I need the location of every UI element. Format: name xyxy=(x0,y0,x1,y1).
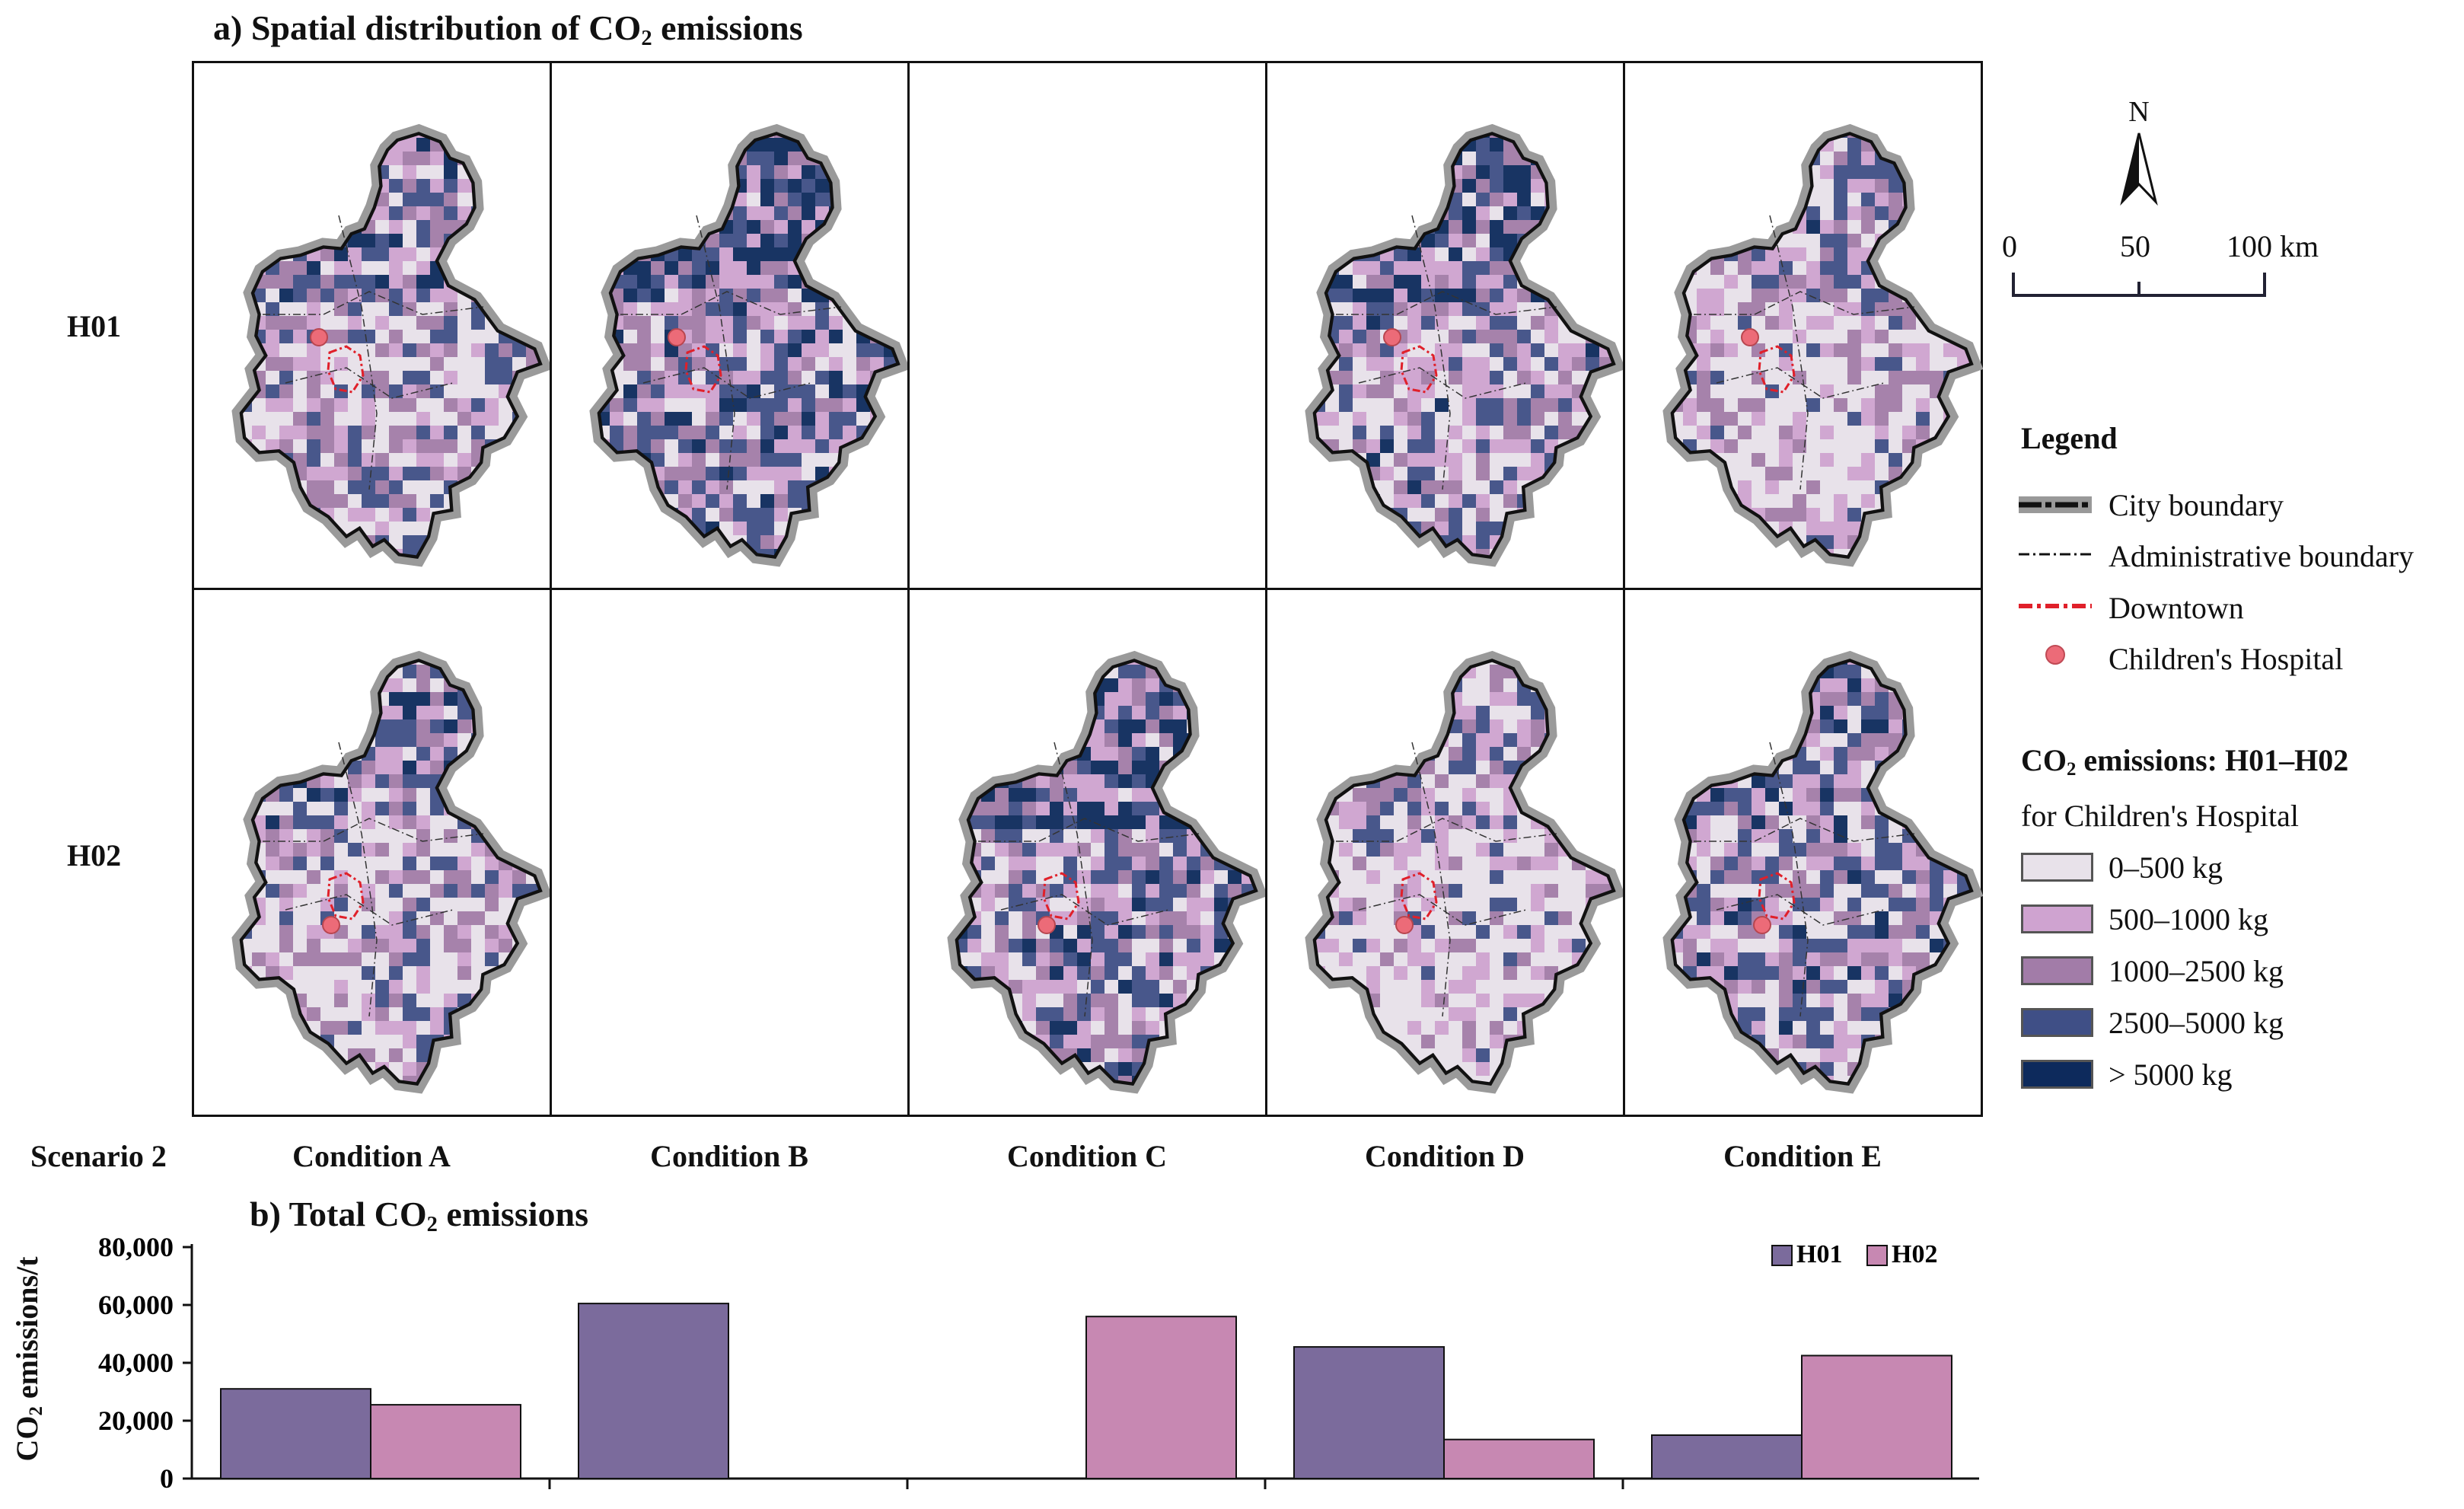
hospital-marker-icon xyxy=(2045,645,2065,665)
bar-h02-condition-e xyxy=(1801,1354,1952,1479)
emission-map xyxy=(1305,650,1626,1094)
y-tick-label: 60,000 xyxy=(98,1290,174,1320)
map-panel-h01-b xyxy=(550,61,910,590)
column-label-condition-a: Condition A xyxy=(292,1139,451,1173)
bar-h02-condition-a xyxy=(370,1404,521,1480)
y-tick-label: 20,000 xyxy=(98,1405,174,1436)
admin-boundary-symbol xyxy=(2019,553,2092,556)
y-tick-label: 80,000 xyxy=(98,1232,174,1262)
y-tick-label: 40,000 xyxy=(98,1348,174,1378)
legend-swatch-h01 xyxy=(1771,1245,1793,1266)
map-panel-h01-d xyxy=(1265,61,1626,590)
legend-label-h02: H02 xyxy=(1892,1240,1937,1268)
north-arrow-icon xyxy=(2120,132,2158,206)
legend-title: Legend xyxy=(2021,421,2118,455)
legend-class-swatch-2 xyxy=(2021,956,2093,985)
legend-class-swatch-3 xyxy=(2021,1008,2093,1037)
north-label: N xyxy=(2128,96,2150,128)
legend-classes-title: CO2 emissions: H01–H02 xyxy=(2021,743,2349,780)
map-panel-h01-a xyxy=(192,61,553,590)
bar-h01-condition-a xyxy=(220,1388,371,1479)
legend-class-3: 2500–5000 kg xyxy=(2109,1006,2284,1040)
column-label-condition-c: Condition C xyxy=(1006,1139,1168,1173)
emission-map xyxy=(1662,123,1984,567)
panel-a-title: a) Spatial distribution of CO2 emissions xyxy=(213,8,803,51)
emission-map xyxy=(1305,123,1626,567)
emission-map xyxy=(947,650,1268,1094)
legend-class-0: 0–500 kg xyxy=(2109,850,2223,885)
map-panel-h02-e xyxy=(1623,588,1984,1117)
column-label-condition-d: Condition D xyxy=(1364,1139,1525,1173)
legend-class-swatch-0 xyxy=(2021,853,2093,882)
map-panel-h01-c xyxy=(907,61,1267,590)
map-panel-h02-c xyxy=(907,588,1268,1117)
legend-class-swatch-1 xyxy=(2021,904,2093,933)
scale-tick-50: 50 xyxy=(2120,229,2150,263)
row-label-h02: H02 xyxy=(67,838,122,873)
bar-h01-condition-b xyxy=(578,1303,729,1479)
legend-class-swatch-4 xyxy=(2021,1060,2093,1089)
legend-class-2: 1000–2500 kg xyxy=(2109,954,2284,988)
scenario-label: Scenario 2 xyxy=(30,1139,167,1173)
emission-map xyxy=(1662,650,1984,1094)
y-tick-label: 0 xyxy=(160,1463,174,1494)
bar-chart: 0 20,000 40,000 60,000 80,000 H01 H02 xyxy=(98,1232,1979,1494)
legend-classes-subtitle: for Children's Hospital xyxy=(2021,799,2299,833)
bar-h02-condition-d xyxy=(1443,1438,1595,1480)
chart-title: b) Total CO2 emissions xyxy=(250,1195,588,1237)
scale-tick-0: 0 xyxy=(2002,229,2017,263)
legend-childrens-hospital: Children's Hospital xyxy=(2109,642,2344,676)
legend-city-boundary: City boundary xyxy=(2109,488,2284,522)
row-label-h01: H01 xyxy=(67,309,122,343)
map-panel-h01-e xyxy=(1623,61,1984,590)
city-boundary-symbol xyxy=(2019,496,2092,513)
column-label-condition-b: Condition B xyxy=(650,1139,808,1173)
bar-h02-condition-c xyxy=(1085,1316,1237,1479)
legend-class-1: 500–1000 kg xyxy=(2109,902,2268,936)
legend-admin-boundary: Administrative boundary xyxy=(2109,539,2415,573)
emission-map xyxy=(231,650,553,1094)
legend-downtown: Downtown xyxy=(2109,591,2244,625)
emission-map xyxy=(231,123,553,567)
map-panel-h02-d xyxy=(1265,588,1626,1117)
legend-swatch-h02 xyxy=(1866,1245,1888,1266)
map-panel-h02-b xyxy=(550,588,910,1117)
legend-label-h01: H01 xyxy=(1796,1240,1842,1268)
map-panel-h02-a xyxy=(192,588,553,1117)
column-label-condition-e: Condition E xyxy=(1723,1139,1882,1173)
scale-bar xyxy=(2012,273,2266,297)
scale-tick-100: 100 km xyxy=(2227,229,2319,263)
bar-h01-condition-d xyxy=(1293,1346,1445,1479)
downtown-symbol xyxy=(2019,604,2092,608)
legend-class-4: > 5000 kg xyxy=(2109,1058,2233,1092)
emission-map xyxy=(589,123,910,567)
bar-h01-condition-e xyxy=(1651,1434,1803,1479)
